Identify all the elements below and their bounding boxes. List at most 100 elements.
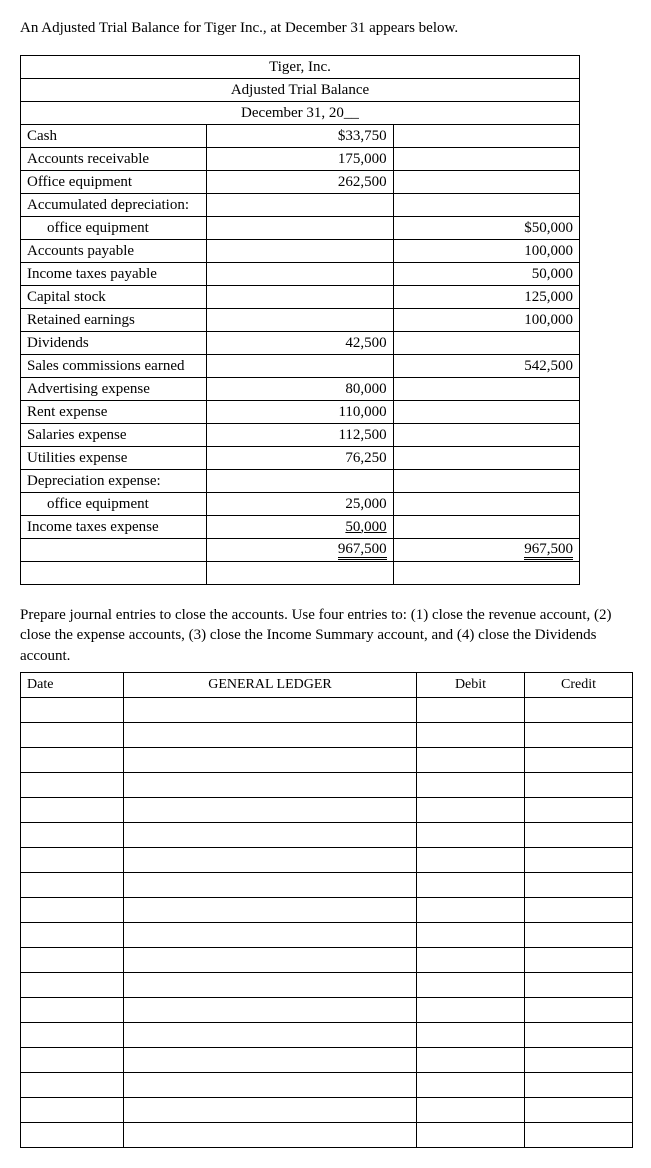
ledger-cell: [124, 1022, 417, 1047]
ledger-cell: [525, 747, 633, 772]
debit-cell: [207, 470, 393, 493]
ledger-header-date: Date: [21, 672, 124, 697]
ledger-cell: [124, 922, 417, 947]
credit-cell: [393, 378, 579, 401]
ledger-cell: [21, 922, 124, 947]
ledger-cell: [417, 697, 525, 722]
account-name: office equipment: [21, 493, 207, 516]
ledger-cell: [124, 822, 417, 847]
ledger-cell: [21, 1047, 124, 1072]
debit-cell: 76,250: [207, 447, 393, 470]
ledger-cell: [417, 1047, 525, 1072]
ledger-cell: [124, 972, 417, 997]
tb-header: Adjusted Trial Balance: [21, 79, 580, 102]
ledger-cell: [124, 897, 417, 922]
ledger-header-gl: GENERAL LEDGER: [124, 672, 417, 697]
ledger-cell: [124, 1122, 417, 1147]
ledger-cell: [525, 822, 633, 847]
intro-text: An Adjusted Trial Balance for Tiger Inc.…: [20, 20, 631, 37]
instructions-text: Prepare journal entries to close the acc…: [20, 605, 631, 666]
ledger-cell: [525, 897, 633, 922]
credit-cell: [393, 401, 579, 424]
debit-cell: 80,000: [207, 378, 393, 401]
credit-cell: $50,000: [393, 217, 579, 240]
ledger-cell: [417, 1122, 525, 1147]
credit-cell: [393, 148, 579, 171]
account-name: Depreciation expense:: [21, 470, 207, 493]
trial-balance-table: Tiger, Inc.Adjusted Trial BalanceDecembe…: [20, 55, 580, 585]
account-name: Advertising expense: [21, 378, 207, 401]
credit-cell: [393, 516, 579, 539]
credit-cell: [393, 470, 579, 493]
ledger-cell: [21, 722, 124, 747]
ledger-cell: [525, 872, 633, 897]
ledger-cell: [21, 947, 124, 972]
account-name: Accumulated depreciation:: [21, 194, 207, 217]
debit-cell: [207, 194, 393, 217]
credit-cell: [393, 424, 579, 447]
ledger-cell: [124, 697, 417, 722]
ledger-cell: [21, 872, 124, 897]
ledger-cell: [417, 772, 525, 797]
credit-total: 967,500: [393, 539, 579, 562]
ledger-cell: [21, 897, 124, 922]
account-name: Capital stock: [21, 286, 207, 309]
ledger-cell: [21, 1022, 124, 1047]
ledger-cell: [417, 897, 525, 922]
ledger-cell: [124, 722, 417, 747]
totals-label: [21, 539, 207, 562]
ledger-cell: [417, 747, 525, 772]
account-name: Office equipment: [21, 171, 207, 194]
ledger-cell: [417, 797, 525, 822]
account-name: Accounts payable: [21, 240, 207, 263]
ledger-cell: [124, 747, 417, 772]
ledger-cell: [124, 947, 417, 972]
ledger-cell: [417, 972, 525, 997]
ledger-cell: [21, 797, 124, 822]
ledger-cell: [417, 1097, 525, 1122]
ledger-cell: [21, 822, 124, 847]
ledger-cell: [525, 1022, 633, 1047]
ledger-cell: [525, 972, 633, 997]
ledger-cell: [21, 1072, 124, 1097]
account-name: Dividends: [21, 332, 207, 355]
credit-cell: 542,500: [393, 355, 579, 378]
credit-cell: [393, 171, 579, 194]
credit-cell: 100,000: [393, 309, 579, 332]
ledger-cell: [21, 697, 124, 722]
ledger-cell: [525, 1047, 633, 1072]
ledger-cell: [525, 722, 633, 747]
tb-header: December 31, 20__: [21, 102, 580, 125]
ledger-cell: [525, 1122, 633, 1147]
ledger-cell: [124, 872, 417, 897]
debit-cell: [207, 217, 393, 240]
credit-cell: [393, 194, 579, 217]
ledger-cell: [21, 1122, 124, 1147]
ledger-cell: [417, 922, 525, 947]
debit-cell: 112,500: [207, 424, 393, 447]
ledger-cell: [417, 947, 525, 972]
account-name: Salaries expense: [21, 424, 207, 447]
ledger-cell: [525, 997, 633, 1022]
ledger-cell: [525, 947, 633, 972]
debit-cell: $33,750: [207, 125, 393, 148]
ledger-cell: [124, 847, 417, 872]
ledger-cell: [417, 1072, 525, 1097]
debit-total: 967,500: [207, 539, 393, 562]
ledger-cell: [124, 1072, 417, 1097]
debit-cell: [207, 309, 393, 332]
ledger-cell: [124, 797, 417, 822]
account-name: Accounts receivable: [21, 148, 207, 171]
tb-header: Tiger, Inc.: [21, 56, 580, 79]
ledger-cell: [525, 847, 633, 872]
debit-cell: [207, 286, 393, 309]
ledger-cell: [525, 697, 633, 722]
ledger-cell: [417, 847, 525, 872]
account-name: Utilities expense: [21, 447, 207, 470]
debit-cell: [207, 355, 393, 378]
ledger-cell: [124, 772, 417, 797]
ledger-cell: [525, 1097, 633, 1122]
ledger-header-debit: Debit: [417, 672, 525, 697]
ledger-cell: [417, 722, 525, 747]
ledger-cell: [417, 872, 525, 897]
